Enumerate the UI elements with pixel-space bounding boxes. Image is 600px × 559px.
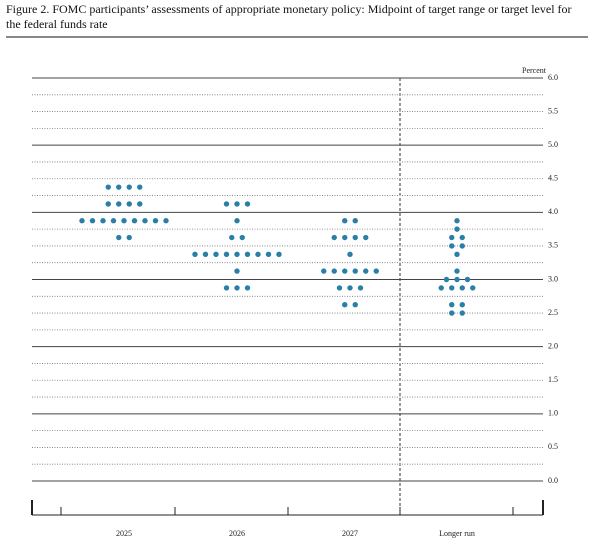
dot [239, 234, 245, 241]
dot [121, 218, 127, 224]
dot [116, 234, 122, 241]
dot [352, 234, 358, 241]
chart-title: Figure 2. FOMC participants’ assessments… [6, 2, 572, 31]
dot [142, 218, 148, 224]
y-tick-label: 2.0 [548, 341, 558, 350]
dot [126, 201, 132, 207]
dot [459, 310, 465, 316]
x-tick-label: 2025 [116, 529, 132, 538]
dot [116, 184, 122, 190]
y-tick-label: 0.0 [548, 476, 558, 485]
dot [347, 251, 353, 258]
dot [213, 251, 219, 258]
dot [105, 201, 111, 207]
dot [459, 243, 465, 249]
dot [459, 285, 465, 291]
dot [352, 301, 358, 308]
dot [449, 285, 455, 291]
dot [276, 251, 282, 258]
dot [449, 243, 455, 249]
x-tick-label: Longer run [439, 529, 475, 538]
dot [470, 285, 476, 291]
dot [363, 234, 369, 241]
y-tick-label: 5.0 [548, 140, 558, 149]
dot [352, 218, 358, 224]
y-tick-label: 4.5 [548, 174, 558, 183]
dot [234, 268, 240, 274]
dot [342, 218, 348, 224]
dot [336, 285, 343, 291]
dot [443, 276, 450, 283]
y-tick-label: 4.0 [548, 207, 558, 216]
dot [126, 184, 132, 190]
dot [459, 234, 465, 241]
x-tick-label: 2027 [342, 529, 358, 538]
dot [244, 285, 251, 291]
dot [464, 276, 471, 283]
dot [229, 234, 235, 241]
y-tick-label: 1.5 [548, 375, 558, 384]
y-tick-label: 3.0 [548, 274, 558, 283]
dot [265, 251, 272, 258]
dot [234, 285, 240, 291]
dot [454, 276, 460, 283]
dot [342, 268, 348, 274]
dot [352, 268, 358, 274]
y-tick-label: 2.5 [548, 308, 558, 317]
dot [79, 218, 85, 224]
dot [223, 251, 230, 258]
dot [126, 234, 132, 241]
dot [137, 201, 143, 207]
dot [234, 251, 240, 258]
dot [163, 218, 169, 224]
dot [449, 301, 455, 308]
dot [331, 268, 337, 274]
dot [234, 201, 240, 207]
dot [223, 201, 230, 207]
dot [100, 218, 106, 224]
dot [357, 285, 364, 291]
dot [116, 201, 122, 207]
y-tick-label: 1.0 [548, 409, 558, 418]
dot [449, 234, 455, 241]
y-axis-label: Percent [522, 66, 547, 75]
dot [454, 251, 460, 258]
dot [342, 234, 348, 241]
y-tick-label: 3.5 [548, 241, 558, 250]
dot [321, 268, 327, 274]
dot [459, 301, 465, 308]
dot [105, 184, 111, 190]
x-tick-label: 2026 [229, 529, 245, 538]
dot [454, 218, 460, 224]
dot [110, 218, 117, 224]
dot [234, 218, 240, 224]
dot [347, 285, 353, 291]
dot [152, 218, 159, 224]
dot [449, 310, 455, 316]
dot [373, 268, 379, 274]
dot [331, 234, 337, 241]
dot [223, 285, 230, 291]
dot [363, 268, 369, 274]
y-tick-label: 5.5 [548, 106, 558, 115]
dot [131, 218, 138, 224]
dot [454, 226, 460, 232]
dot [244, 251, 251, 258]
dot [342, 301, 348, 308]
dot [454, 268, 460, 274]
dot [438, 285, 444, 291]
y-tick-label: 0.5 [548, 442, 558, 451]
dot [202, 251, 209, 258]
dot [89, 218, 96, 224]
dot [244, 201, 251, 207]
dot [255, 251, 261, 258]
title-box: Figure 2. FOMC participants’ assessments… [6, 2, 572, 31]
dot [137, 184, 143, 190]
dot [192, 251, 198, 258]
y-tick-label: 6.0 [548, 73, 558, 82]
